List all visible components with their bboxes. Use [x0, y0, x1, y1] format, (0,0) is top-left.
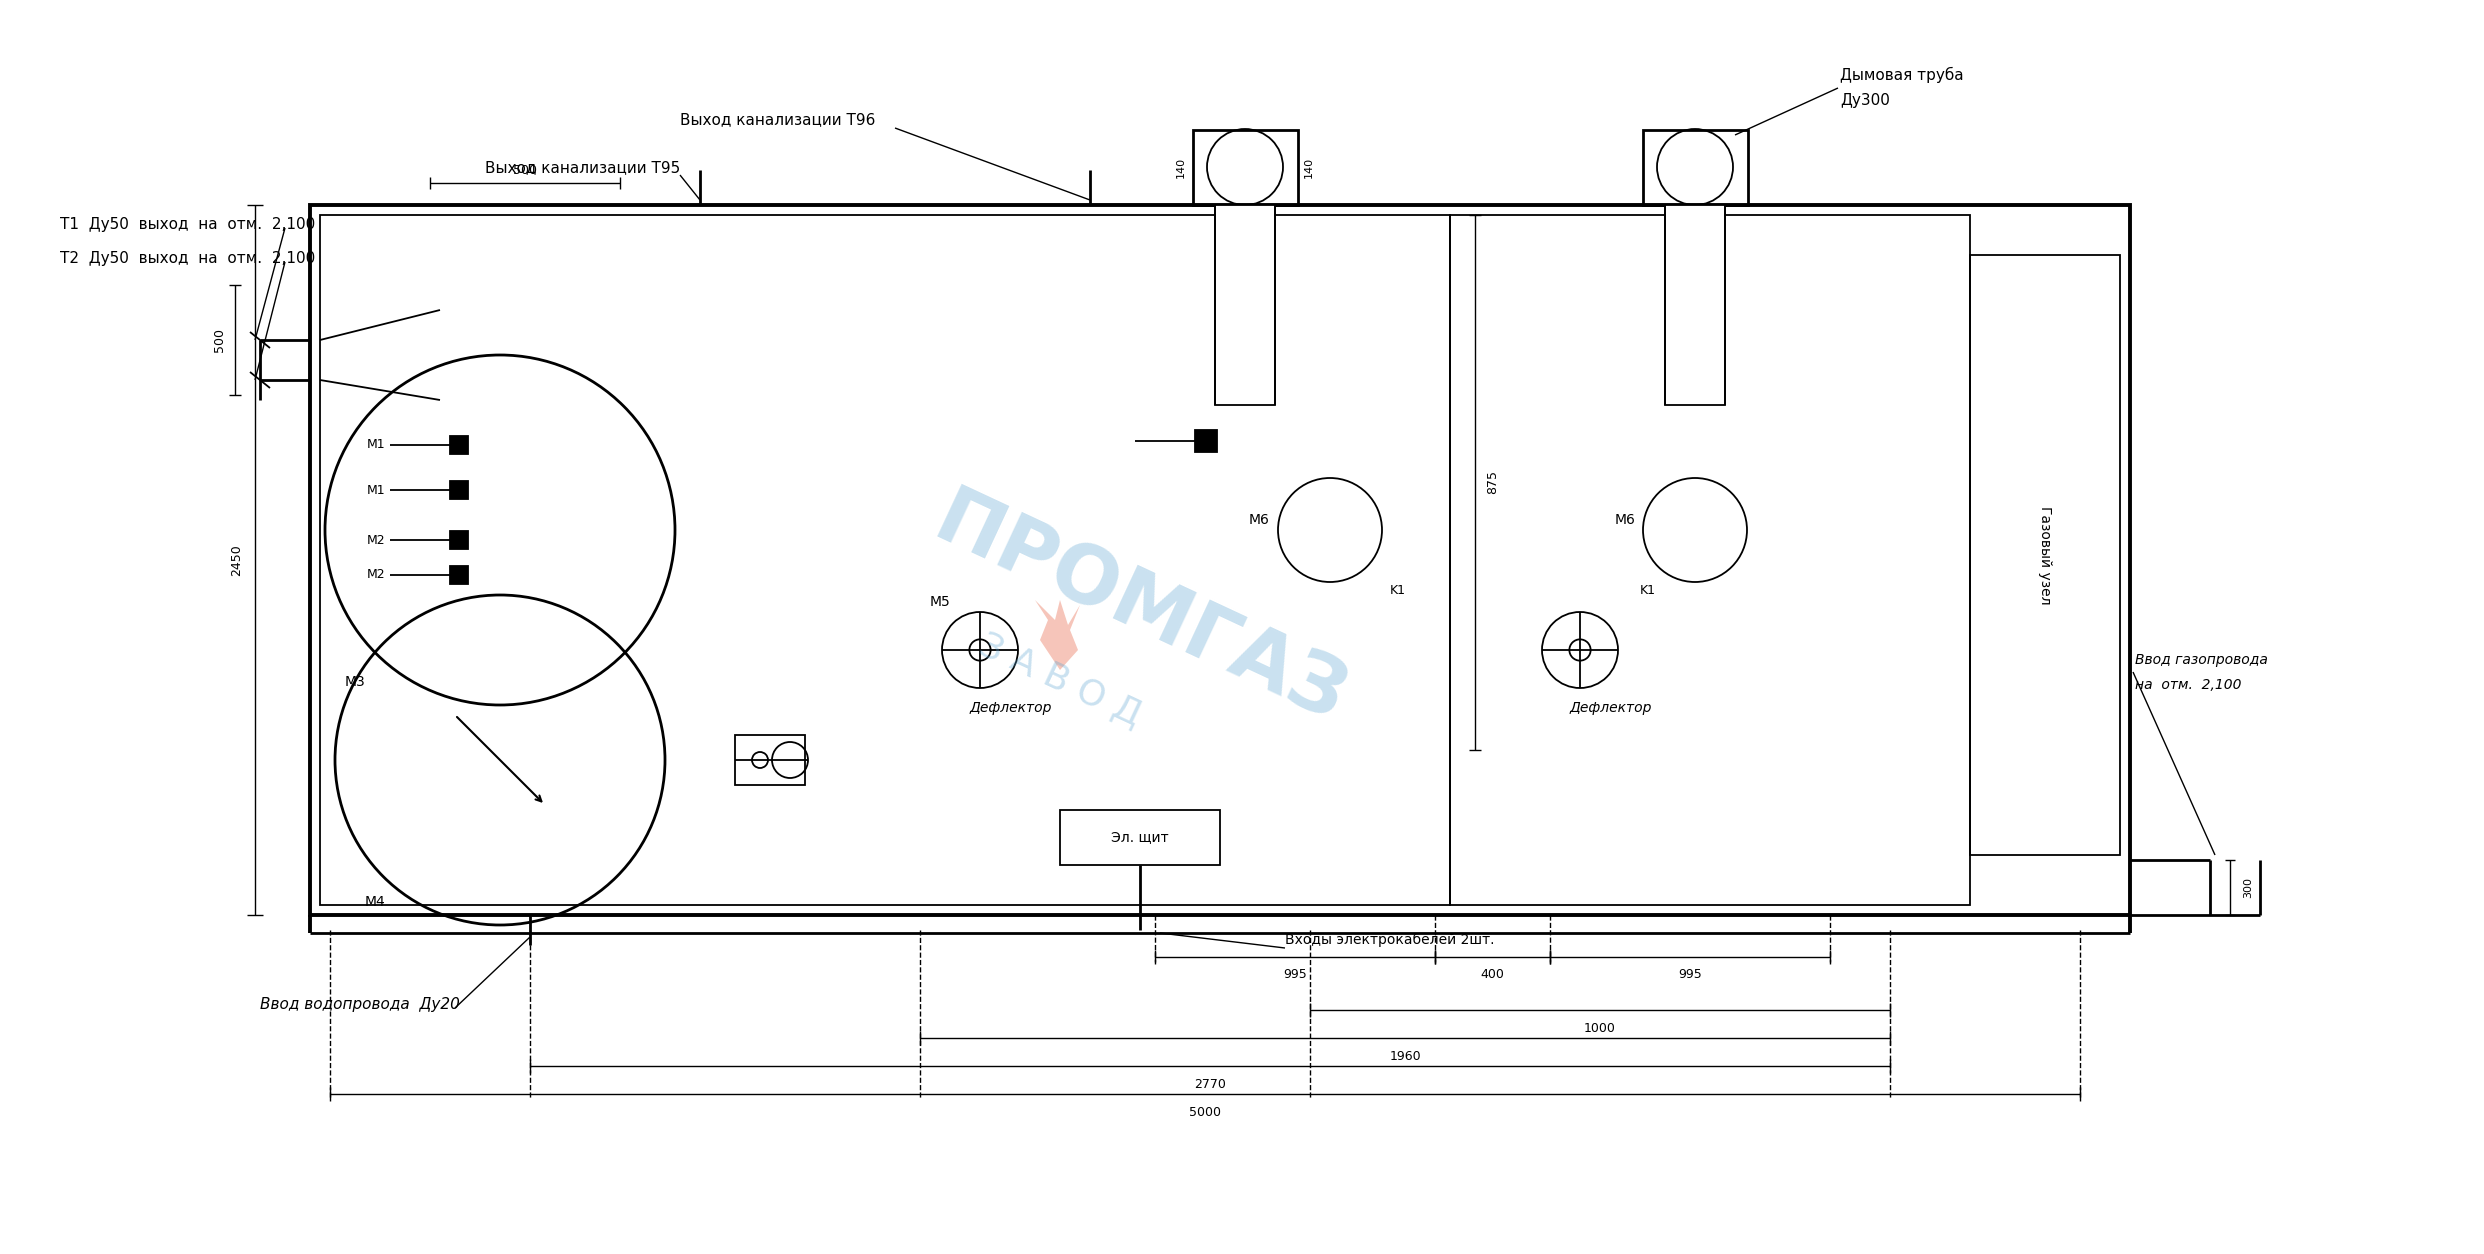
Text: K1: K1: [1391, 583, 1406, 597]
Text: Выход канализации Т96: Выход канализации Т96: [681, 113, 874, 128]
Text: М2: М2: [365, 568, 385, 582]
Text: З А В О Д: З А В О Д: [974, 627, 1148, 732]
Text: Ввод водопровода  Ду20: Ввод водопровода Ду20: [261, 997, 460, 1012]
Text: Т2  Ду50  выход  на  отм.  2,100: Т2 Ду50 выход на отм. 2,100: [60, 251, 315, 266]
Text: 500: 500: [214, 329, 226, 352]
Text: на  отм.  2,100: на отм. 2,100: [2136, 678, 2241, 692]
Text: Дымовая труба: Дымовая труба: [1841, 66, 1965, 83]
Text: 1000: 1000: [1585, 1022, 1617, 1035]
Bar: [320, 214, 1451, 905]
Text: 300: 300: [2243, 878, 2253, 899]
Text: Ду300: Ду300: [1841, 93, 1890, 108]
Bar: [1451, 214, 1970, 905]
Bar: [450, 530, 467, 549]
Text: 5000: 5000: [1190, 1106, 1222, 1119]
Bar: [1215, 204, 1274, 405]
Text: 875: 875: [1485, 470, 1500, 494]
Text: 140: 140: [1175, 157, 1185, 178]
Bar: [310, 204, 2129, 915]
Text: М1: М1: [365, 439, 385, 451]
Bar: [450, 436, 467, 454]
Text: Выход канализации Т95: Выход канализации Т95: [484, 161, 681, 176]
Text: Дефлектор: Дефлектор: [1570, 701, 1652, 715]
Bar: [1061, 810, 1220, 865]
Bar: [735, 735, 805, 785]
Text: Входы электрокабелей 2шт.: Входы электрокабелей 2шт.: [1284, 933, 1495, 947]
Bar: [1195, 430, 1217, 451]
Text: М5: М5: [929, 594, 951, 609]
Text: K1: K1: [1639, 583, 1657, 597]
Text: 995: 995: [1679, 968, 1702, 982]
Text: 995: 995: [1284, 968, 1307, 982]
Text: 140: 140: [1304, 157, 1314, 178]
Text: Ввод газопровода: Ввод газопровода: [2136, 653, 2268, 667]
Text: М4: М4: [365, 895, 385, 909]
Text: М1: М1: [365, 484, 385, 497]
Bar: [1192, 130, 1299, 204]
Bar: [1642, 130, 1749, 204]
Bar: [1664, 204, 1724, 405]
Bar: [450, 482, 467, 499]
Text: Эл. щит: Эл. щит: [1110, 830, 1170, 844]
Text: М2: М2: [365, 533, 385, 547]
Bar: [450, 566, 467, 584]
Polygon shape: [1036, 599, 1081, 670]
Text: 400: 400: [1480, 968, 1503, 982]
Text: Т1  Ду50  выход  на  отм.  2,100: Т1 Ду50 выход на отм. 2,100: [60, 217, 315, 232]
Text: М6: М6: [1615, 513, 1634, 527]
Text: М3: М3: [345, 675, 365, 688]
Bar: [1970, 255, 2119, 855]
Text: 2770: 2770: [1195, 1077, 1227, 1091]
Text: М6: М6: [1249, 513, 1269, 527]
Text: Дефлектор: Дефлектор: [969, 701, 1053, 715]
Text: Газовый узел: Газовый узел: [2037, 505, 2052, 604]
Text: 1960: 1960: [1389, 1050, 1421, 1062]
Text: 2450: 2450: [231, 544, 243, 576]
Text: ПРОМГАЗ: ПРОМГАЗ: [922, 480, 1359, 740]
Text: 500: 500: [514, 163, 537, 177]
